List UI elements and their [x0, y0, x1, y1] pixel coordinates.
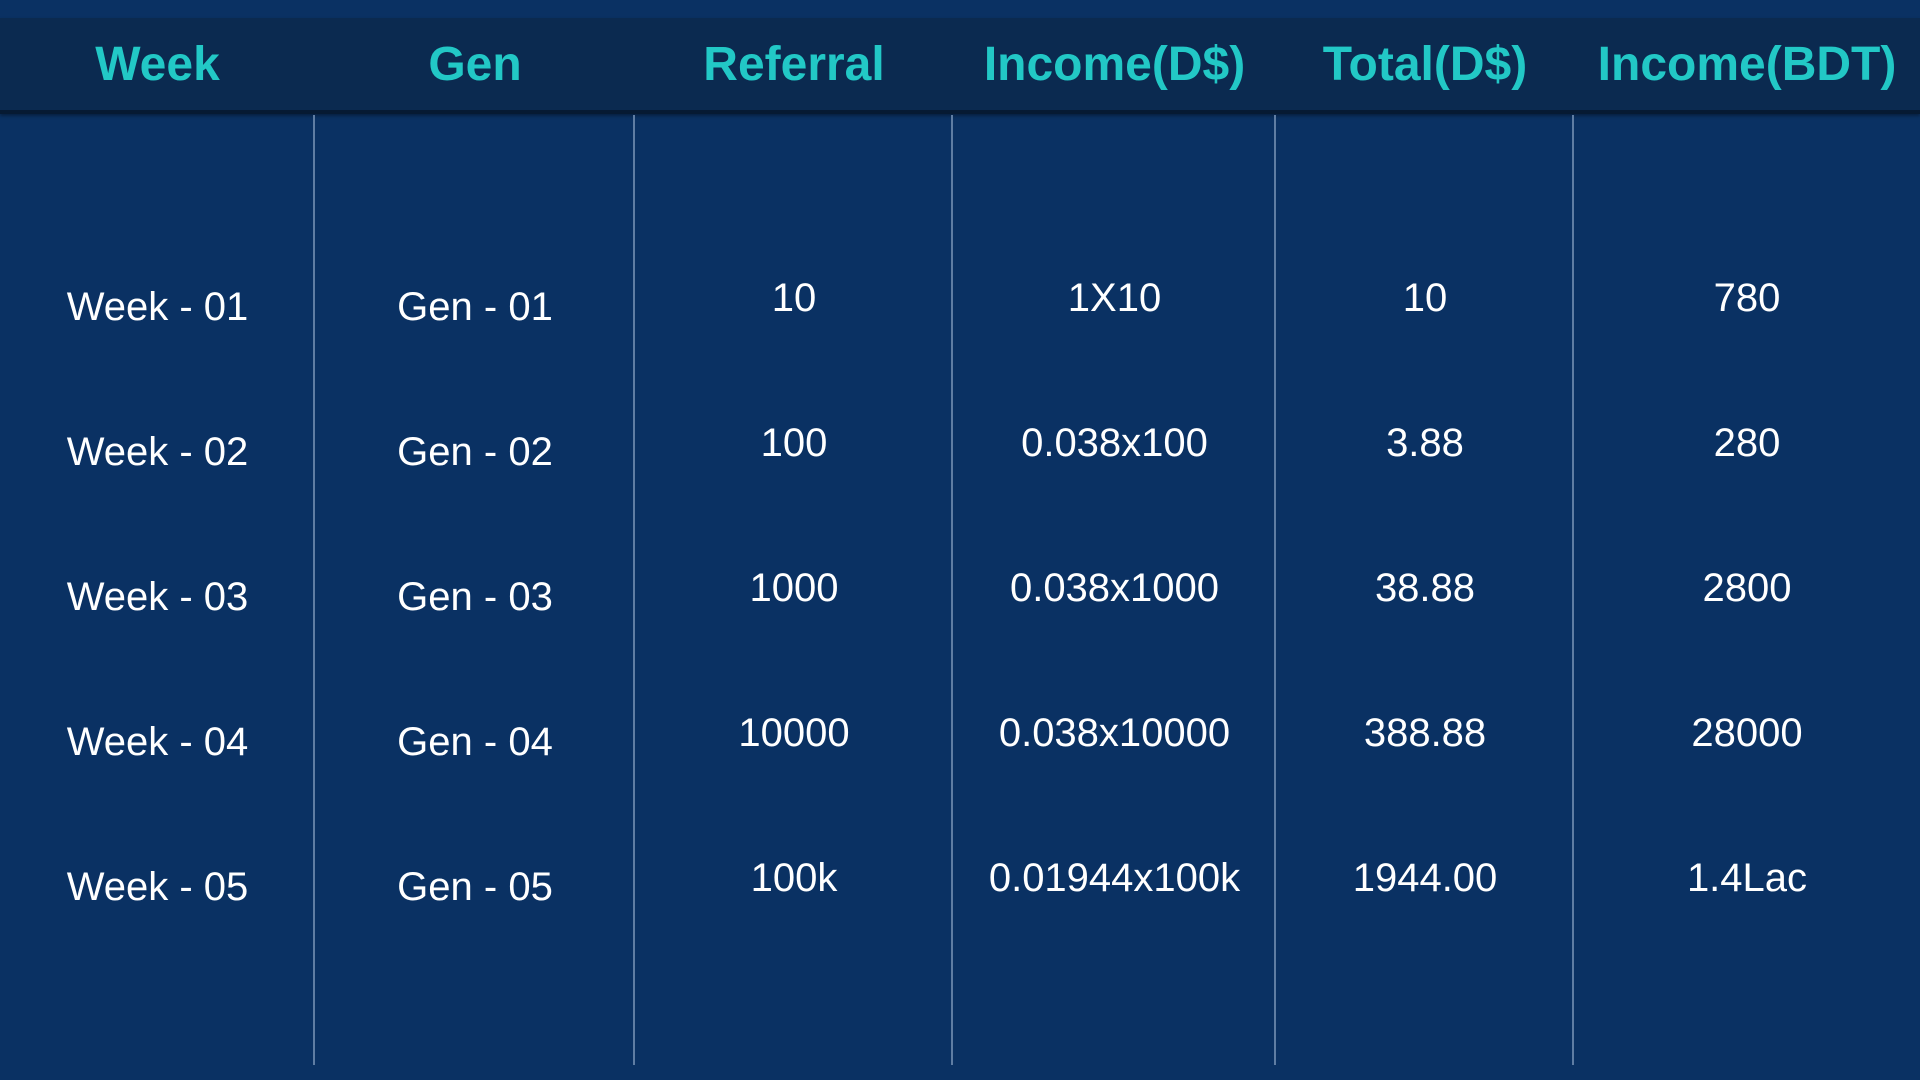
cell-gen: Gen - 02	[397, 429, 553, 474]
cell-gen: Gen - 05	[397, 864, 553, 909]
cell-referral: 10000	[738, 710, 850, 755]
column-divider	[1572, 115, 1574, 1065]
cell-week: Week - 04	[66, 719, 249, 764]
cell-income-bdt: 28000	[1691, 710, 1803, 755]
cell-referral: 100	[760, 420, 828, 465]
cell-week: Week - 05	[66, 864, 249, 909]
cell-total-d: 38.88	[1374, 565, 1476, 610]
cell-total-d: 3.88	[1386, 420, 1464, 465]
cell-income-d: 0.038x1000	[1009, 565, 1220, 610]
column-header-income-bdt: Income(BDT)	[1597, 37, 1897, 91]
table-header: Week Gen Referral Income(D$) Total(D$) I…	[0, 18, 1920, 114]
cell-gen: Gen - 01	[397, 284, 553, 329]
column-divider	[1274, 115, 1276, 1065]
cell-income-d: 0.038x100	[1021, 420, 1208, 465]
cell-total-d: 1944.00	[1352, 855, 1498, 900]
column-header-gen: Gen	[428, 37, 522, 91]
column-header-income-d: Income(D$)	[983, 37, 1246, 91]
cell-income-bdt: 1.4Lac	[1686, 855, 1808, 900]
cell-week: Week - 01	[66, 284, 249, 329]
cell-income-bdt: 280	[1713, 420, 1781, 465]
cell-gen: Gen - 03	[397, 574, 553, 619]
cell-total-d: 388.88	[1363, 710, 1487, 755]
cell-income-bdt: 780	[1713, 275, 1781, 320]
cell-referral: 1000	[749, 565, 839, 610]
column-header-week: Week	[95, 37, 220, 91]
cell-income-bdt: 2800	[1702, 565, 1792, 610]
cell-gen: Gen - 04	[397, 719, 553, 764]
column-header-referral: Referral	[703, 37, 885, 91]
column-divider	[633, 115, 635, 1065]
cell-week: Week - 02	[66, 429, 249, 474]
column-divider	[951, 115, 953, 1065]
cell-referral: 100k	[750, 855, 838, 900]
cell-total-d: 10	[1402, 275, 1448, 320]
column-header-total-d: Total(D$)	[1322, 37, 1528, 91]
cell-income-d: 0.038x10000	[998, 710, 1231, 755]
cell-income-d: 1X10	[1067, 275, 1162, 320]
cell-referral: 10	[771, 275, 817, 320]
top-strip	[0, 0, 1920, 18]
cell-income-d: 0.01944x100k	[988, 855, 1241, 900]
cell-week: Week - 03	[66, 574, 249, 619]
column-divider	[313, 115, 315, 1065]
